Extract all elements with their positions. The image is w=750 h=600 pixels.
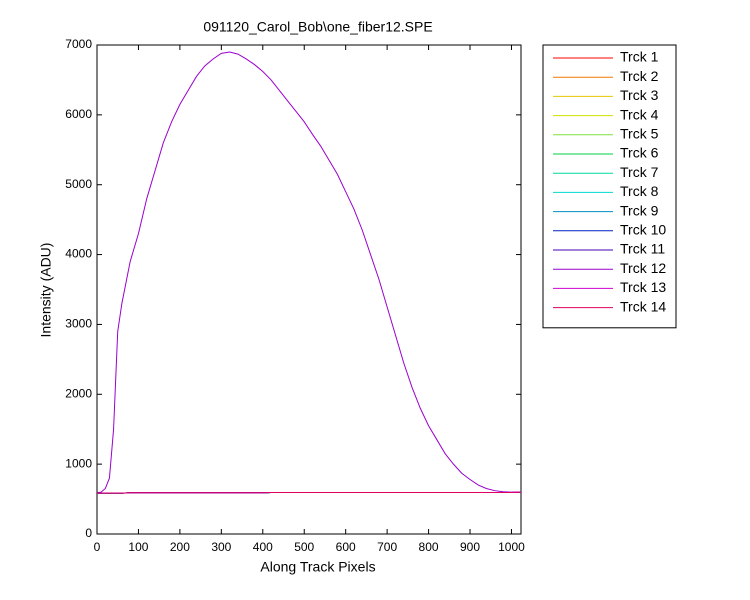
x-tick-label: 600 [336,540,356,554]
legend-label: Trck 7 [620,164,659,180]
legend-label: Trck 5 [620,126,659,142]
x-tick-label: 700 [377,540,397,554]
x-tick-label: 800 [419,540,439,554]
legend-label: Trck 2 [620,68,659,84]
x-tick-label: 500 [294,540,314,554]
x-tick-label: 200 [170,540,190,554]
y-axis-label: Intensity (ADU) [38,243,54,338]
y-tick-label: 0 [85,526,92,540]
legend-box [542,44,677,329]
chart-title: 091120_Carol_Bob\one_fiber12.SPE [203,19,432,35]
legend-label: Trck 12 [620,260,666,276]
y-tick-label: 2000 [65,386,92,400]
y-tick-label: 7000 [65,37,92,51]
legend-label: Trck 13 [620,279,666,295]
x-tick-label: 400 [253,540,273,554]
legend-label: Trck 11 [620,241,665,257]
x-tick-label: 300 [211,540,231,554]
legend-label: Trck 10 [620,222,666,238]
legend-label: Trck 4 [620,106,659,122]
x-tick-label: 0 [94,540,101,554]
y-tick-label: 4000 [65,247,92,261]
series-line [97,491,522,494]
legend-label: Trck 1 [620,49,659,65]
y-tick-label: 5000 [65,177,92,191]
x-tick-label: 100 [128,540,148,554]
legend-label: Trck 8 [620,183,659,199]
plot-area [96,44,522,535]
x-tick-label: 900 [460,540,480,554]
y-tick-label: 6000 [65,107,92,121]
legend-label: Trck 9 [620,202,659,218]
y-tick-label: 1000 [65,456,92,470]
legend-label: Trck 6 [620,145,659,161]
legend-label: Trck 14 [620,298,666,314]
x-axis-label: Along Track Pixels [260,559,375,575]
series-line [96,51,521,494]
y-tick-label: 3000 [65,317,92,331]
legend-label: Trck 3 [620,87,659,103]
x-tick-label: 1000 [498,540,525,554]
